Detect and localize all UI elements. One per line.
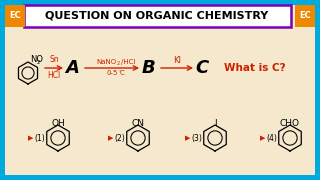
Text: CHO: CHO xyxy=(280,118,300,127)
Text: ▶: ▶ xyxy=(185,135,191,141)
Text: NO: NO xyxy=(30,55,43,64)
Text: 0-5: 0-5 xyxy=(106,70,118,76)
Text: 2: 2 xyxy=(117,61,120,66)
Text: (4): (4) xyxy=(267,134,277,143)
Text: Sn: Sn xyxy=(49,55,59,64)
Text: °: ° xyxy=(119,70,121,75)
Text: ▶: ▶ xyxy=(260,135,266,141)
Text: C: C xyxy=(196,59,209,77)
Text: A: A xyxy=(65,59,79,77)
Bar xyxy=(24,5,291,27)
Text: 2: 2 xyxy=(37,60,41,64)
Text: B: B xyxy=(141,59,155,77)
Text: C: C xyxy=(120,70,125,76)
Text: HCl: HCl xyxy=(47,71,60,80)
Text: (2): (2) xyxy=(115,134,125,143)
Text: CN: CN xyxy=(132,118,145,127)
Text: /HCl: /HCl xyxy=(121,59,135,65)
Text: ▶: ▶ xyxy=(28,135,34,141)
Bar xyxy=(295,5,315,27)
Text: EC: EC xyxy=(9,12,21,21)
Text: NaNO: NaNO xyxy=(96,59,116,65)
Text: ▶: ▶ xyxy=(108,135,114,141)
Bar xyxy=(5,5,25,27)
Text: (3): (3) xyxy=(192,134,203,143)
Text: QUESTION ON ORGANIC CHEMISTRY: QUESTION ON ORGANIC CHEMISTRY xyxy=(45,11,268,21)
Text: OH: OH xyxy=(51,118,65,127)
Text: I: I xyxy=(214,118,216,127)
Text: (1): (1) xyxy=(35,134,45,143)
Text: What is C?: What is C? xyxy=(224,63,286,73)
Text: EC: EC xyxy=(299,12,311,21)
Text: KI: KI xyxy=(173,56,181,65)
